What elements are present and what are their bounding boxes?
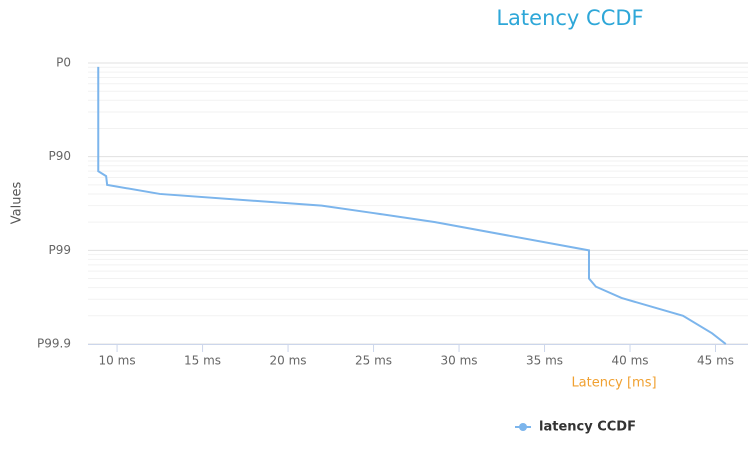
y-tick-label: P0 (56, 56, 71, 70)
x-tick-label: 35 ms (526, 354, 563, 368)
x-tick-label: 45 ms (697, 354, 734, 368)
x-tick-label: 25 ms (355, 354, 392, 368)
x-tick-label: 15 ms (184, 354, 221, 368)
y-tick-label: P90 (48, 149, 71, 163)
legend-label: latency CCDF (539, 420, 636, 435)
series-line (97, 66, 727, 345)
legend-marker (519, 423, 527, 431)
x-tick-label: 30 ms (441, 354, 478, 368)
chart-title: Latency CCDF (496, 6, 643, 30)
x-tick-label: 40 ms (612, 354, 649, 368)
x-axis-title: Latency [ms] (571, 376, 656, 391)
y-tick-label: P99 (48, 243, 71, 257)
y-axis-title: Values (10, 182, 25, 225)
x-tick-label: 10 ms (99, 354, 136, 368)
x-tick-label: 20 ms (270, 354, 307, 368)
y-tick-label: P99.9 (37, 337, 71, 351)
